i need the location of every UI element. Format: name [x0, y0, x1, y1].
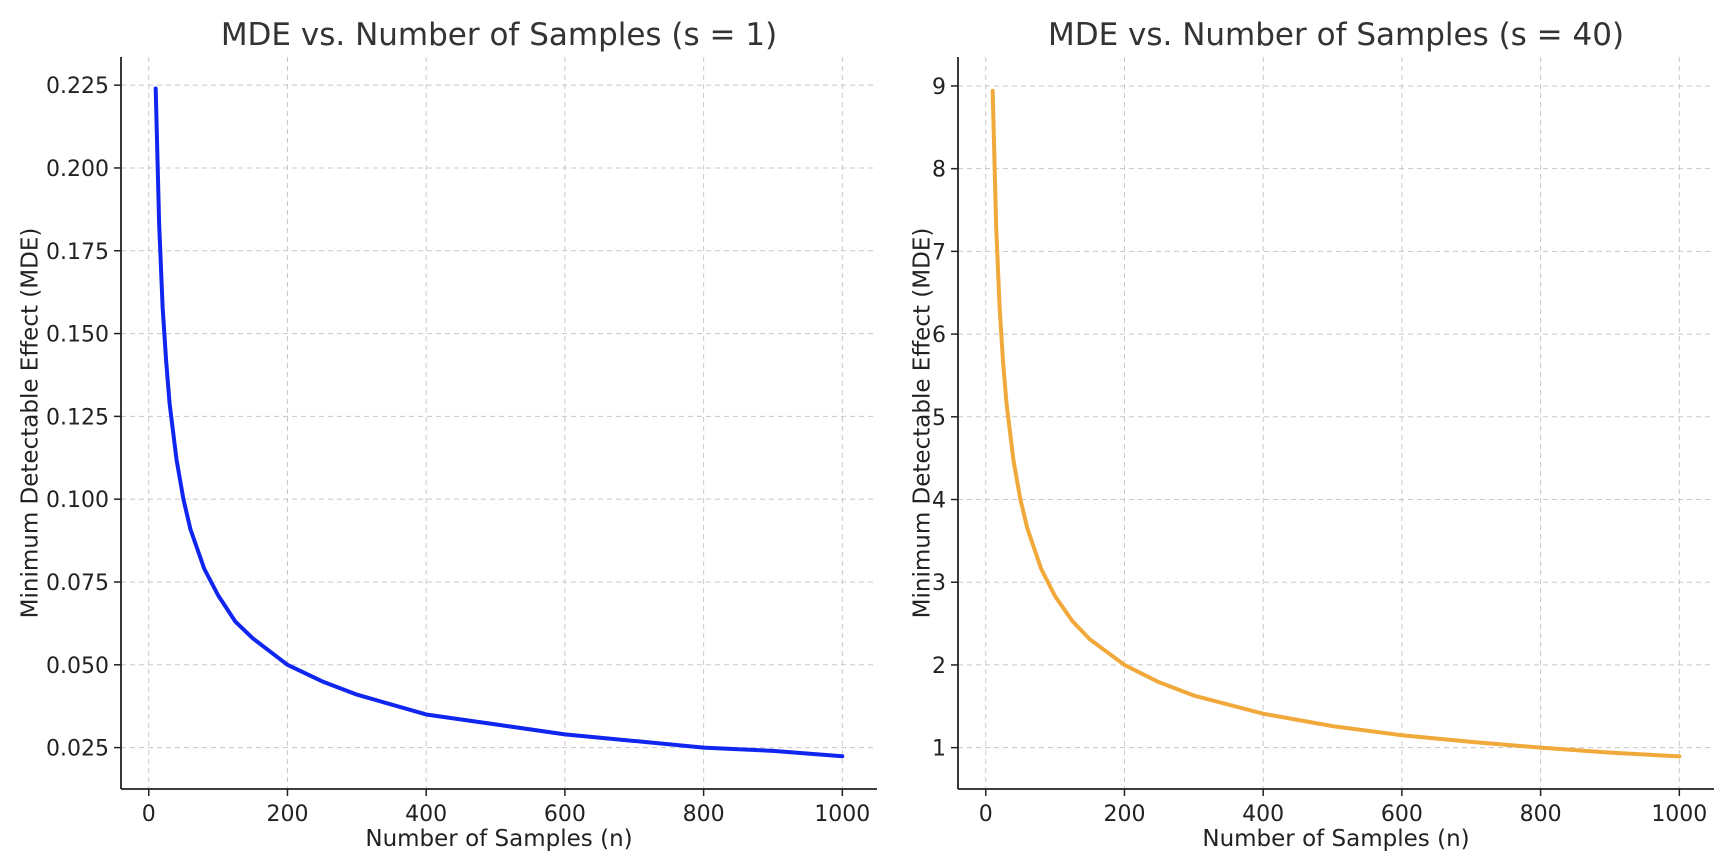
y-tick-label: 0.050 — [46, 654, 109, 679]
chart-title: MDE vs. Number of Samples (s = 40) — [1048, 17, 1624, 53]
y-tick-label: 2 — [932, 654, 946, 679]
x-tick-label: 400 — [405, 802, 447, 827]
x-tick-label: 200 — [1103, 802, 1145, 827]
y-axis-label: Minimum Detectable Effect (MDE) — [910, 228, 936, 619]
y-tick-label: 0.100 — [46, 488, 109, 513]
grid-s1 — [121, 57, 877, 789]
plot-area-s40 — [990, 88, 1682, 759]
y-tick-label: 0.200 — [46, 157, 109, 182]
x-tick-label: 1000 — [814, 802, 870, 827]
chart-panel-s1: 0 200 400 600 800 1000 0.025 0.050 0.075 0.100 0.1… — [18, 17, 877, 852]
y-tick-label: 0.125 — [46, 405, 109, 430]
y-tick-label: 0.025 — [46, 737, 109, 762]
axes-s40 — [957, 57, 1714, 790]
y-tick-label: 0.225 — [46, 74, 109, 99]
y-tick-label: 4 — [932, 489, 946, 514]
plot-area-s1 — [153, 86, 845, 759]
y-tick-label: 0.150 — [46, 323, 109, 348]
x-tick-label: 800 — [1520, 802, 1562, 827]
ticks-s1: 0 200 400 600 800 1000 0.025 0.050 0.075 0.100 0.1… — [46, 74, 870, 827]
y-tick-label: 5 — [932, 406, 946, 431]
x-axis-label: Number of Samples (n) — [365, 826, 632, 852]
grid-s40 — [958, 57, 1714, 789]
x-tick-label: 0 — [979, 802, 993, 827]
y-tick-label: 0.075 — [46, 571, 109, 596]
y-tick-label: 6 — [932, 323, 946, 348]
y-tick-label: 9 — [932, 75, 946, 100]
y-tick-label: 7 — [932, 240, 946, 265]
y-tick-label: 1 — [932, 737, 946, 762]
x-tick-label: 600 — [1381, 802, 1423, 827]
x-tick-label: 600 — [544, 802, 586, 827]
x-tick-label: 800 — [683, 802, 725, 827]
x-tick-label: 1000 — [1651, 802, 1707, 827]
series-line — [153, 86, 845, 759]
ticks-s40: 0 200 400 600 800 1000 1 2 3 4 5 6 7 8 9 — [932, 75, 1707, 827]
x-tick-label: 0 — [142, 802, 156, 827]
series-line — [990, 88, 1682, 759]
x-tick-label: 400 — [1242, 802, 1284, 827]
y-tick-label: 3 — [932, 571, 946, 596]
x-axis-label: Number of Samples (n) — [1202, 826, 1469, 852]
axes-s1 — [120, 57, 877, 790]
y-tick-label: 8 — [932, 158, 946, 183]
chart-title: MDE vs. Number of Samples (s = 1) — [221, 17, 777, 53]
y-axis-label: Minimum Detectable Effect (MDE) — [18, 228, 44, 619]
x-tick-label: 200 — [266, 802, 308, 827]
y-tick-label: 0.175 — [46, 240, 109, 265]
chart-panel-s40: 0 200 400 600 800 1000 1 2 3 4 5 6 7 8 9 MDE vs. Numbe… — [910, 17, 1714, 852]
